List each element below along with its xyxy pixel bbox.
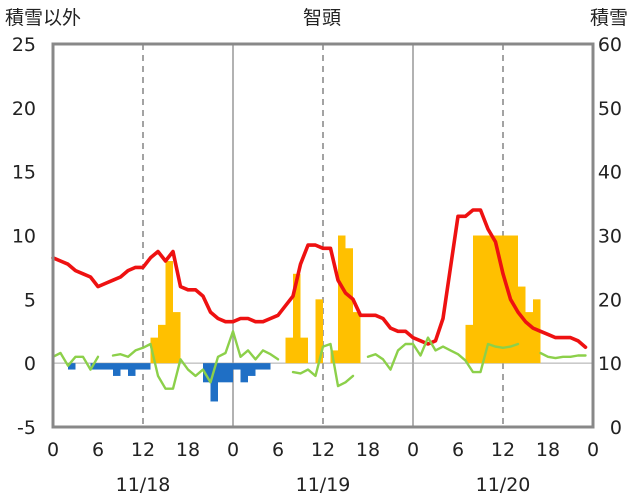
left-tick-label: 25 [12, 34, 36, 56]
bar [480, 235, 488, 364]
date-label: 11/19 [296, 474, 351, 496]
bar [353, 312, 361, 364]
bar [510, 235, 518, 364]
bar [293, 273, 301, 364]
series-line [51, 208, 588, 350]
right-tick-label: 60 [598, 34, 622, 56]
series-line [539, 351, 587, 360]
left-tick-label: 15 [12, 162, 36, 184]
x-tick-label: 6 [92, 439, 104, 461]
bar [465, 324, 473, 364]
bar [315, 299, 323, 364]
bar [338, 235, 346, 364]
bar [248, 363, 256, 376]
bar [210, 363, 218, 402]
right-axis-ticks: 60 50 40 30 20 10 0 [598, 34, 622, 439]
x-axis-ticks: 0 6 12 18 0 6 12 18 0 6 12 18 0 [47, 439, 599, 461]
x-tick-label: 6 [272, 439, 284, 461]
bar [330, 350, 338, 364]
x-tick-label: 18 [536, 439, 560, 461]
x-tick-label: 12 [131, 439, 155, 461]
bar [165, 261, 173, 364]
bar [345, 248, 353, 364]
left-tick-label: -5 [17, 417, 36, 439]
bar [68, 363, 76, 370]
bar [158, 324, 166, 364]
date-label: 11/18 [116, 474, 171, 496]
bar [503, 235, 511, 364]
x-tick-label: 6 [452, 439, 464, 461]
bar [518, 286, 526, 364]
plot-frame [51, 42, 595, 429]
bar [120, 363, 128, 370]
bar [98, 363, 106, 370]
bar [225, 363, 233, 383]
right-tick-label: 40 [598, 162, 622, 184]
bar [285, 337, 293, 364]
right-tick-label: 0 [610, 417, 622, 439]
x-tick-label: 12 [491, 439, 515, 461]
bar [173, 312, 181, 364]
bar [255, 363, 263, 370]
right-tick-label: 10 [598, 353, 622, 375]
left-tick-label: 5 [24, 289, 36, 311]
bar [105, 363, 113, 370]
bar [263, 363, 271, 370]
bar [113, 363, 121, 376]
series-line [111, 330, 280, 390]
x-tick-label: 18 [176, 439, 200, 461]
bar [240, 363, 248, 383]
right-tick-label: 50 [598, 98, 622, 120]
series-line [366, 336, 520, 374]
left-axis-ticks: 25 20 15 10 5 0 -5 [12, 34, 36, 439]
chart-title: 智頭 [303, 7, 341, 29]
bar [495, 235, 503, 364]
x-tick-label: 0 [47, 439, 59, 461]
right-axis-title: 積雪 [590, 7, 628, 29]
bar [488, 235, 496, 364]
x-tick-label: 0 [407, 439, 419, 461]
date-labels: 11/18 11/19 11/20 [116, 474, 531, 496]
x-tick-label: 0 [587, 439, 599, 461]
bar [203, 363, 211, 383]
bar [90, 363, 98, 370]
bar [473, 235, 481, 364]
x-tick-label: 18 [356, 439, 380, 461]
date-label: 11/20 [476, 474, 531, 496]
bar [128, 363, 136, 376]
series-line [51, 351, 100, 371]
series-line [291, 342, 355, 388]
right-tick-label: 30 [598, 226, 622, 248]
bar [150, 337, 158, 364]
left-tick-label: 20 [12, 98, 36, 120]
bar-series [68, 235, 541, 402]
right-tick-label: 20 [598, 289, 622, 311]
bar [218, 363, 226, 383]
bar [525, 312, 533, 364]
bar [233, 363, 241, 370]
left-tick-label: 10 [12, 226, 36, 248]
bar [135, 363, 143, 370]
x-tick-label: 0 [227, 439, 239, 461]
x-tick-label: 12 [311, 439, 335, 461]
left-axis-title: 積雪以外 [5, 7, 81, 29]
left-tick-label: 0 [24, 353, 36, 375]
bar [300, 337, 308, 364]
bar [143, 363, 151, 370]
